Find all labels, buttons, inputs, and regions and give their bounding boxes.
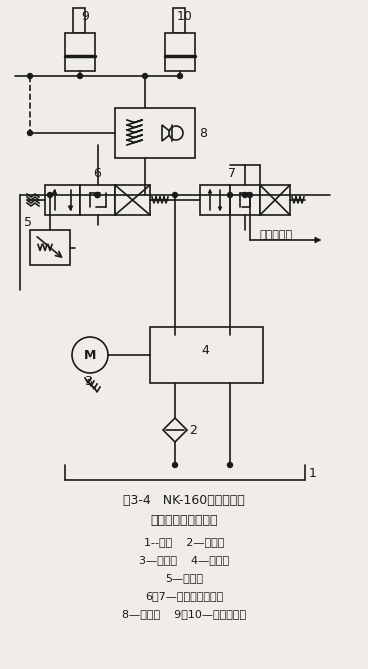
Text: 10: 10 (177, 9, 193, 23)
Text: 8—平衡阀    9、10—变幅液压缸: 8—平衡阀 9、10—变幅液压缸 (122, 609, 246, 619)
Text: 4: 4 (201, 343, 209, 357)
Circle shape (227, 462, 233, 468)
Text: 3: 3 (84, 375, 92, 387)
Text: 5: 5 (24, 215, 32, 229)
Bar (80, 185, 115, 215)
Bar (30, 230, 70, 265)
Bar (165, 33, 195, 71)
Polygon shape (219, 207, 222, 210)
Polygon shape (53, 190, 57, 194)
Text: 8: 8 (199, 126, 207, 140)
Circle shape (210, 335, 250, 375)
Text: 6: 6 (93, 167, 102, 179)
Circle shape (248, 193, 252, 197)
Polygon shape (315, 237, 320, 242)
Bar (260, 185, 290, 215)
Circle shape (172, 347, 188, 363)
Text: 变幅机构液压原理图: 变幅机构液压原理图 (150, 514, 218, 527)
Circle shape (173, 193, 177, 197)
Bar (173, 8, 185, 33)
Bar (230, 185, 260, 215)
Circle shape (78, 74, 82, 78)
Circle shape (243, 193, 248, 197)
Text: 9: 9 (81, 9, 89, 23)
Circle shape (95, 193, 100, 197)
Bar (150, 327, 263, 383)
Text: 2: 2 (189, 423, 197, 436)
Bar (65, 33, 95, 71)
Circle shape (28, 74, 32, 78)
Polygon shape (173, 335, 177, 339)
Circle shape (72, 337, 108, 373)
Circle shape (227, 193, 233, 197)
Circle shape (28, 130, 32, 136)
Circle shape (142, 193, 148, 197)
Bar (115, 108, 195, 158)
Circle shape (155, 335, 195, 375)
Text: 6、7—手动联动换向阀: 6、7—手动联动换向阀 (145, 591, 223, 601)
Bar (200, 185, 230, 215)
Polygon shape (209, 190, 212, 193)
Polygon shape (228, 335, 232, 339)
Circle shape (162, 347, 178, 363)
Text: 1--油箱    2—过滤器: 1--油箱 2—过滤器 (144, 537, 224, 547)
Polygon shape (162, 125, 172, 141)
Circle shape (227, 347, 243, 363)
Text: 至其它油路: 至其它油路 (260, 230, 293, 240)
Text: 5—溢流阀: 5—溢流阀 (165, 573, 203, 583)
Text: 3—发动机    4—齿轮泵: 3—发动机 4—齿轮泵 (139, 555, 229, 565)
Polygon shape (68, 206, 72, 210)
Circle shape (169, 126, 183, 140)
Text: 1: 1 (309, 466, 317, 480)
Polygon shape (163, 418, 187, 442)
Bar (45, 185, 80, 215)
Circle shape (173, 462, 177, 468)
Text: M: M (84, 349, 96, 361)
Circle shape (95, 193, 100, 197)
Circle shape (47, 193, 53, 197)
Text: 7: 7 (228, 167, 236, 179)
Bar (115, 185, 150, 215)
Bar (73, 8, 85, 33)
Text: 图3-4   NK-160汽车起重机: 图3-4 NK-160汽车起重机 (123, 494, 245, 506)
Circle shape (142, 74, 148, 78)
Circle shape (177, 74, 183, 78)
Circle shape (217, 347, 233, 363)
